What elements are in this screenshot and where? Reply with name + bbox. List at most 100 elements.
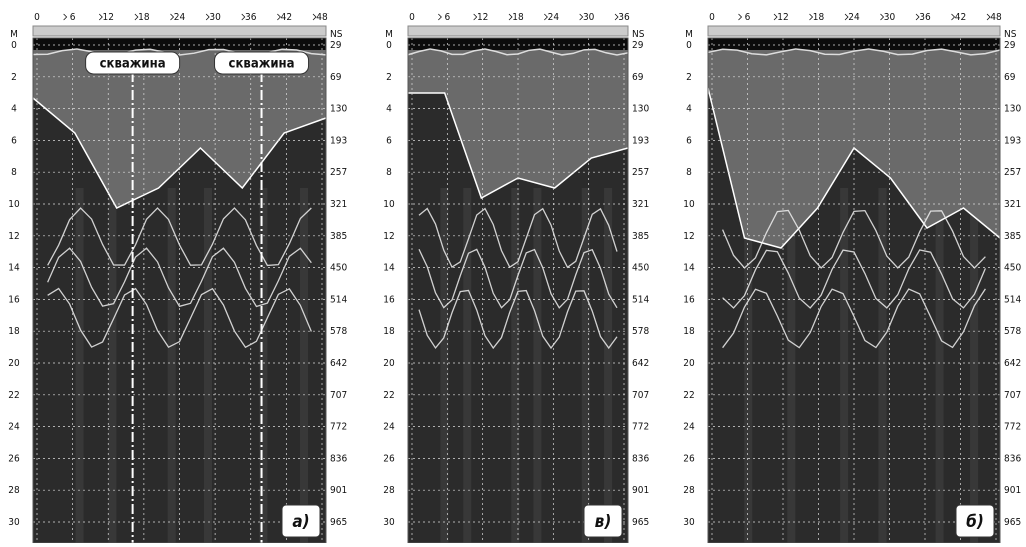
- x-tick-label: 0: [34, 12, 40, 23]
- time-label: 193: [330, 135, 347, 146]
- x-tick-label: 18: [138, 12, 150, 23]
- depth-label: 0: [11, 40, 17, 51]
- tick-marker: [438, 14, 441, 20]
- depth-label: 8: [386, 167, 392, 178]
- reflection: [787, 188, 795, 543]
- time-label: 385: [632, 231, 649, 242]
- depth-label: 4: [686, 104, 692, 115]
- depth-label: 18: [8, 326, 20, 337]
- x-ruler: [708, 26, 1000, 36]
- depth-label: 28: [8, 485, 20, 496]
- figure: 0612182430364248024681012141618202224262…: [0, 0, 1026, 543]
- x-tick-label: 12: [477, 12, 488, 23]
- x-tick-label: 42: [281, 12, 292, 23]
- depth-label: 24: [383, 422, 395, 433]
- reflection: [533, 188, 541, 543]
- time-label: 514: [1004, 294, 1021, 305]
- depth-label: 24: [8, 422, 20, 433]
- time-label: 642: [632, 358, 649, 369]
- depth-axis-title: M: [385, 29, 393, 40]
- panel-letter: а): [292, 512, 309, 532]
- depth-label: 22: [383, 390, 394, 401]
- x-tick-label: 48: [990, 12, 1002, 23]
- time-label: 578: [632, 326, 649, 337]
- time-label: 772: [632, 422, 649, 433]
- depth-label: 12: [8, 231, 19, 242]
- panel-letter: в): [595, 512, 612, 532]
- page: {"panels":[ {"x_ticks":[0,6,12,18,24,30,…: [0, 0, 1026, 543]
- depth-label: 12: [383, 231, 394, 242]
- time-label: 707: [330, 390, 347, 401]
- time-label: 642: [330, 358, 347, 369]
- depth-label: 0: [686, 40, 692, 51]
- time-label: 29: [1004, 40, 1016, 51]
- well-label: скважина: [100, 57, 166, 72]
- x-tick-label: 24: [848, 12, 860, 23]
- x-ruler: [33, 26, 326, 36]
- x-tick-label: 30: [884, 12, 896, 23]
- depth-label: 0: [386, 40, 392, 51]
- depth-label: 8: [686, 167, 692, 178]
- time-label: 385: [1004, 231, 1021, 242]
- reflection: [204, 188, 212, 543]
- depth-label: 6: [386, 135, 392, 146]
- x-tick-label: 36: [245, 12, 257, 23]
- depth-label: 16: [683, 294, 695, 305]
- depth-label: 26: [683, 453, 695, 464]
- depth-label: 10: [683, 199, 695, 210]
- depth-label: 28: [383, 485, 395, 496]
- time-label: 130: [632, 104, 649, 115]
- time-axis-title: NS: [330, 29, 343, 40]
- time-label: 772: [330, 422, 347, 433]
- time-label: 901: [632, 485, 649, 496]
- depth-label: 20: [683, 358, 695, 369]
- depth-label: 16: [8, 294, 20, 305]
- depth-label: 6: [11, 135, 17, 146]
- time-label: 514: [632, 294, 649, 305]
- time-label: 578: [330, 326, 347, 337]
- panel-letter: б): [966, 512, 984, 532]
- depth-label: 26: [383, 453, 395, 464]
- depth-label: 20: [383, 358, 395, 369]
- x-tick-label: 42: [955, 12, 966, 23]
- well-label: скважина: [229, 57, 295, 72]
- depth-label: 12: [683, 231, 694, 242]
- x-tick-label: 12: [777, 12, 788, 23]
- time-label: 257: [1004, 167, 1021, 178]
- time-label: 514: [330, 294, 347, 305]
- x-tick-label: 36: [618, 12, 630, 23]
- x-tick-label: 24: [548, 12, 560, 23]
- time-label: 450: [1004, 263, 1021, 274]
- x-tick-label: 6: [70, 12, 76, 23]
- time-label: 901: [330, 485, 347, 496]
- depth-label: 22: [683, 390, 694, 401]
- depth-label: 30: [683, 517, 695, 528]
- time-label: 642: [1004, 358, 1021, 369]
- time-label: 707: [1004, 390, 1021, 401]
- depth-label: 4: [11, 104, 17, 115]
- time-label: 130: [330, 104, 347, 115]
- time-label: 836: [632, 453, 649, 464]
- x-tick-label: 48: [316, 12, 328, 23]
- x-tick-label: 30: [583, 12, 595, 23]
- depth-label: 14: [683, 263, 695, 274]
- time-label: 257: [632, 167, 649, 178]
- time-label: 578: [1004, 326, 1021, 337]
- depth-label: 18: [383, 326, 395, 337]
- reflection: [840, 188, 848, 543]
- depth-label: 30: [8, 517, 20, 528]
- depth-label: 6: [686, 135, 692, 146]
- time-label: 69: [1004, 72, 1016, 83]
- reflection: [108, 188, 116, 543]
- time-label: 321: [1004, 199, 1021, 210]
- tick-marker: [64, 14, 67, 20]
- depth-label: 14: [383, 263, 395, 274]
- depth-label: 20: [8, 358, 20, 369]
- time-label: 29: [632, 40, 644, 51]
- time-label: 836: [1004, 453, 1021, 464]
- depth-label: 2: [686, 72, 692, 83]
- x-tick-label: 6: [745, 12, 751, 23]
- x-tick-label: 18: [512, 12, 524, 23]
- time-label: 321: [330, 199, 347, 210]
- time-label: 965: [632, 517, 649, 528]
